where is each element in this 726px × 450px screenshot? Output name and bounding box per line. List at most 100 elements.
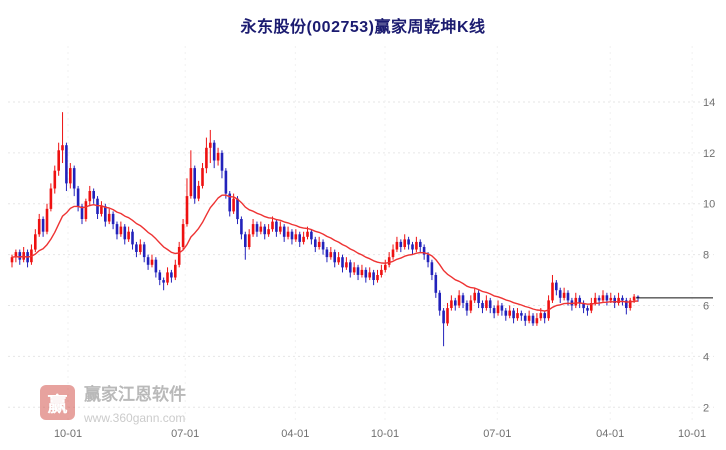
candle-body-up xyxy=(496,305,500,314)
candle-body-down xyxy=(442,310,445,324)
y-tick-label: 6 xyxy=(703,301,709,313)
candle-body-down xyxy=(461,295,465,303)
candle-body-down xyxy=(212,142,216,161)
candle-body-down xyxy=(500,305,504,311)
candle-body-up xyxy=(232,198,235,212)
candle-body-down xyxy=(399,241,403,247)
candle-body-down xyxy=(290,231,294,240)
candle-body-up xyxy=(617,297,620,303)
candle-body-down xyxy=(621,297,624,301)
candle-body-down xyxy=(438,292,441,311)
x-tick-label: 04-01 xyxy=(281,428,309,440)
candle-body-down xyxy=(154,259,158,273)
candle-body-down xyxy=(220,152,224,171)
candle-body-up xyxy=(247,234,251,247)
candle-body-down xyxy=(41,219,45,232)
x-tick-label: 10-01 xyxy=(54,428,82,440)
candle-body-up xyxy=(69,168,72,184)
candle-body-down xyxy=(263,226,266,235)
candle-body-up xyxy=(84,201,88,219)
candle-body-up xyxy=(14,252,18,258)
candle-body-down xyxy=(240,219,243,235)
candle-body-up xyxy=(166,272,169,283)
candle-body-down xyxy=(92,191,95,199)
candle-body-down xyxy=(228,193,231,212)
candle-body-down xyxy=(356,267,360,275)
candle-body-up xyxy=(527,315,531,321)
candle-body-up xyxy=(279,226,282,232)
candle-body-up xyxy=(189,168,193,197)
candle-body-down xyxy=(407,239,410,245)
candle-body-up xyxy=(197,185,200,199)
candle-body-up xyxy=(107,213,111,222)
candle-body-down xyxy=(636,296,640,298)
candle-body-down xyxy=(142,244,146,258)
candle-body-down xyxy=(434,275,438,293)
candle-body-down xyxy=(314,239,317,247)
candle-body-down xyxy=(613,297,616,303)
candle-body-up xyxy=(609,297,613,301)
candle-body-up xyxy=(539,313,543,319)
candle-body-up xyxy=(100,206,103,214)
candle-body-up xyxy=(139,244,142,252)
candle-body-up xyxy=(209,142,212,148)
candle-body-down xyxy=(586,308,589,311)
x-tick-label: 10-01 xyxy=(678,428,706,440)
candle-body-up xyxy=(251,224,255,235)
candle-body-down xyxy=(566,292,570,301)
candle-body-down xyxy=(492,308,496,314)
y-tick-label: 10 xyxy=(703,199,715,211)
candle-body-down xyxy=(520,313,523,316)
candle-body-up xyxy=(380,269,383,275)
candle-body-down xyxy=(298,234,301,242)
grid-layer: 2 4 6 8 10 12 14 10-01 07-01 04-01 10-01 07-01 04-01… xyxy=(8,46,715,440)
ma-line xyxy=(11,194,639,312)
candle-body-up xyxy=(88,191,92,202)
candle-body-up xyxy=(391,249,395,258)
candle-body-up xyxy=(360,269,364,275)
candles-layer xyxy=(10,112,640,347)
candle-body-up xyxy=(267,229,270,235)
candle-body-up xyxy=(317,241,321,247)
candle-body-down xyxy=(488,300,492,308)
candle-body-up xyxy=(271,221,274,230)
candle-body-down xyxy=(597,297,601,301)
candle-body-up xyxy=(61,145,64,151)
candle-body-down xyxy=(104,206,107,222)
candle-body-down xyxy=(72,168,76,189)
candle-body-down xyxy=(244,234,247,247)
candle-body-up xyxy=(345,262,348,268)
candle-body-down xyxy=(578,297,581,303)
candle-body-down xyxy=(465,303,469,311)
candle-body-up xyxy=(127,231,130,240)
candle-body-up xyxy=(302,236,305,242)
candle-body-down xyxy=(325,249,329,258)
candle-body-down xyxy=(76,188,80,207)
candle-body-up xyxy=(516,313,519,319)
candle-body-up xyxy=(150,259,154,265)
candle-body-up xyxy=(535,318,539,324)
candle-body-up xyxy=(34,234,37,250)
candle-body-up xyxy=(376,275,379,281)
candle-body-up xyxy=(562,292,566,298)
y-tick-label: 12 xyxy=(703,148,715,160)
candle-body-down xyxy=(605,295,609,301)
candle-body-down xyxy=(349,262,352,273)
y-tick-label: 14 xyxy=(703,97,715,109)
candle-body-down xyxy=(411,244,414,250)
candle-body-down xyxy=(512,310,515,319)
candle-body-down xyxy=(170,272,173,278)
candle-body-up xyxy=(590,303,593,311)
candle-body-down xyxy=(255,224,259,232)
candle-body-down xyxy=(454,300,457,306)
brand-name: 赢家江恩软件 xyxy=(84,385,186,404)
candle-body-down xyxy=(193,168,196,199)
candle-body-up xyxy=(395,241,399,250)
candle-body-up xyxy=(473,292,476,301)
candle-body-up xyxy=(37,219,41,235)
x-tick-label: 07-01 xyxy=(171,428,199,440)
candle-body-up xyxy=(10,257,14,263)
candle-body-down xyxy=(543,313,546,319)
candle-body-down xyxy=(372,272,375,280)
